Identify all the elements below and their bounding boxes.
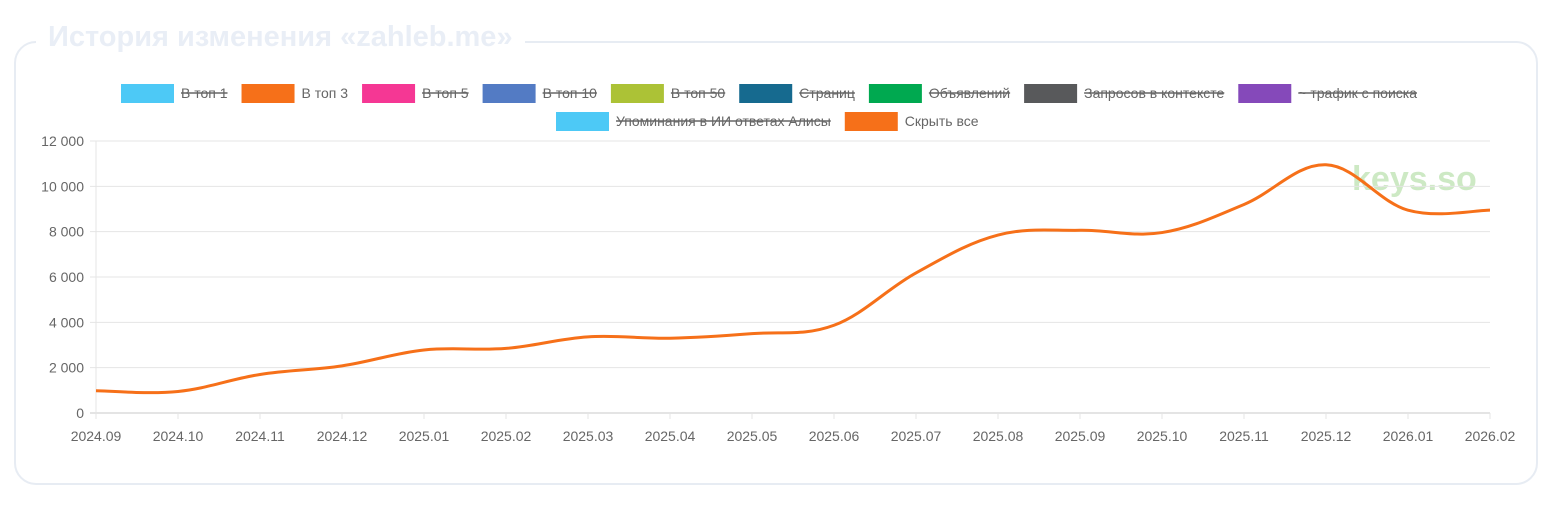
chart-card — [14, 41, 1538, 485]
x-tick-label: 2025.03 — [563, 428, 614, 444]
legend-label: Скрыть все — [905, 113, 979, 129]
x-tick-label: 2025.10 — [1137, 428, 1188, 444]
series-line — [95, 163, 1491, 395]
y-tick-label: 6 000 — [49, 269, 84, 285]
x-tick-label: 2025.04 — [645, 428, 696, 444]
legend-label: В топ 3 — [302, 85, 349, 101]
legend-swatch — [844, 112, 898, 131]
x-tick-label: 2026.02 — [1465, 428, 1516, 444]
x-tick-label: 2025.12 — [1301, 428, 1352, 444]
legend-swatch — [868, 84, 922, 103]
y-tick-label: 2 000 — [49, 360, 84, 376]
legend-swatch — [610, 84, 664, 103]
x-tick-label: 2025.07 — [891, 428, 942, 444]
x-tick-label: 2024.09 — [71, 428, 122, 444]
chart-grid — [90, 140, 1490, 414]
legend-item[interactable]: ~ трафик с поиска — [1238, 84, 1417, 103]
x-axis-ticks: 2024.09 2024.10 2024.11 2024.12 2025.01 2025.… — [71, 413, 1516, 444]
y-tick-label: 12 000 — [41, 133, 84, 149]
legend-swatch — [556, 112, 609, 131]
legend-item[interactable]: Скрыть все — [844, 112, 979, 131]
legend-item[interactable]: В топ 50 — [610, 84, 726, 103]
y-tick-label: 4 000 — [49, 314, 84, 330]
x-tick-label: 2024.11 — [235, 428, 285, 444]
legend-item[interactable]: В топ 5 — [362, 84, 469, 103]
x-tick-label: 2024.10 — [153, 428, 204, 444]
x-tick-label: 2024.12 — [317, 428, 368, 444]
legend-item[interactable]: В топ 3 — [241, 84, 349, 103]
legend-swatch — [241, 84, 295, 103]
legend-swatch — [121, 84, 174, 103]
chart-card-title: История изменения «zahleb.me» — [36, 18, 525, 56]
chart-legend[interactable]: В топ 1 В топ 3 В топ 5 В топ 10 В топ 50 Стр… — [121, 84, 1417, 131]
x-tick-label: 2025.09 — [1055, 428, 1106, 444]
y-tick-label: 0 — [76, 405, 84, 421]
legend-swatch — [482, 84, 536, 103]
x-tick-label: 2025.05 — [727, 428, 778, 444]
x-tick-label: 2025.08 — [973, 428, 1024, 444]
legend-item[interactable]: В топ 1 — [121, 84, 228, 103]
legend-item[interactable]: Упоминания в ИИ ответах Алисы — [556, 112, 831, 131]
legend-swatch — [362, 84, 416, 103]
y-tick-label: 8 000 — [49, 224, 84, 240]
legend-swatch — [1024, 84, 1078, 103]
y-axis-ticks: 0 2 000 4 000 6 000 8 000 10 000 12 000 — [41, 133, 84, 421]
legend-item[interactable]: Объявлений — [868, 84, 1011, 103]
y-tick-label: 10 000 — [41, 178, 84, 194]
legend-item[interactable]: Запросов в контексте — [1024, 84, 1224, 103]
legend-item[interactable]: В топ 10 — [482, 84, 598, 103]
x-tick-label: 2025.06 — [809, 428, 860, 444]
x-tick-label: 2025.02 — [481, 428, 532, 444]
x-tick-label: 2025.11 — [1219, 428, 1269, 444]
x-tick-label: 2025.01 — [399, 428, 450, 444]
legend-swatch — [739, 84, 793, 103]
keys-so-watermark: keys.so — [1352, 160, 1477, 198]
x-tick-label: 2026.01 — [1383, 428, 1434, 444]
legend-item[interactable]: Страниц — [739, 84, 855, 103]
chart-series — [95, 163, 1491, 395]
legend-swatch — [1238, 84, 1292, 103]
